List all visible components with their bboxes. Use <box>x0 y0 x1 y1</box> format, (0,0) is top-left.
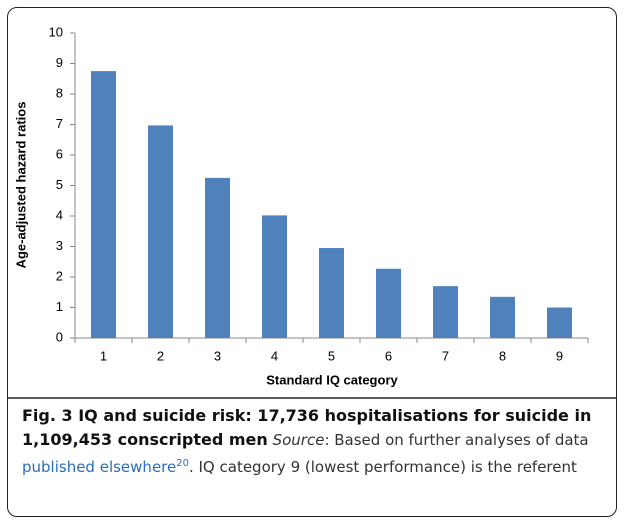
caption: Fig. 3 IQ and suicide risk: 17,736 hospi… <box>22 404 607 479</box>
bar <box>262 215 287 338</box>
x-tick-label: 6 <box>385 348 392 363</box>
bar <box>205 177 230 338</box>
x-tick-label: 1 <box>100 348 107 363</box>
bar <box>433 286 458 338</box>
bar <box>148 125 173 338</box>
bar <box>376 268 401 338</box>
x-tick-label: 4 <box>271 348 278 363</box>
bar <box>91 71 116 338</box>
y-tick-label: 0 <box>56 329 63 344</box>
x-tick-label: 5 <box>328 348 335 363</box>
bar <box>490 296 515 338</box>
y-tick-label: 8 <box>56 85 63 100</box>
y-tick-label: 1 <box>56 299 63 314</box>
y-tick-label: 7 <box>56 116 63 131</box>
y-tick-label: 6 <box>56 146 63 161</box>
y-tick-label: 2 <box>56 268 63 283</box>
source-label: Source <box>272 431 325 449</box>
bar <box>547 307 572 338</box>
x-tick-label: 9 <box>556 348 563 363</box>
citation[interactable]: 20 <box>176 458 189 469</box>
x-tick-label: 3 <box>214 348 221 363</box>
x-axis-title: Standard IQ category <box>266 372 398 387</box>
y-tick-label: 4 <box>56 207 63 222</box>
caption-link[interactable]: published elsewhere <box>22 458 177 476</box>
caption-text: . IQ category 9 (lowest performance) is … <box>188 458 577 476</box>
caption-title: Fig. 3 IQ and suicide risk: 17,736 hospi… <box>22 406 592 449</box>
y-tick-label: 10 <box>49 24 63 39</box>
y-tick-label: 3 <box>56 238 63 253</box>
x-tick-label: 8 <box>499 348 506 363</box>
x-tick-label: 7 <box>442 348 449 363</box>
x-tick-label: 2 <box>157 348 164 363</box>
y-axis-title: Age-adjusted hazard ratios <box>13 102 28 269</box>
y-tick-label: 5 <box>56 177 63 192</box>
bar <box>319 248 344 338</box>
y-tick-label: 9 <box>56 55 63 70</box>
figure-frame <box>7 7 617 517</box>
chart: Standard IQ category Age-adjusted hazard… <box>8 24 616 399</box>
caption-text: : Based on further analyses of data <box>324 431 589 449</box>
